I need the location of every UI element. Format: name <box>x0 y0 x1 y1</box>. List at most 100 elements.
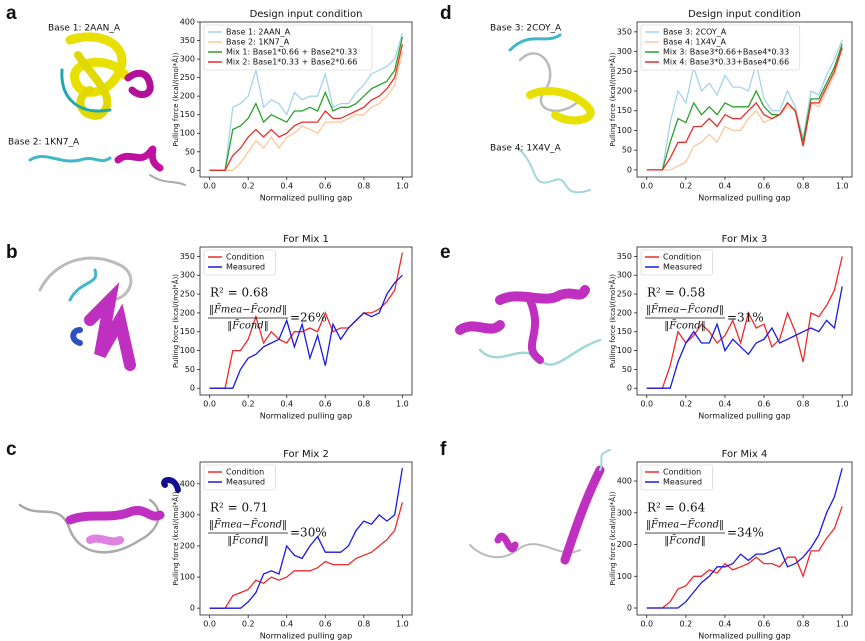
r-squared: R² = 0.64 <box>647 501 706 515</box>
y-tick-label: 150 <box>180 110 195 119</box>
series-line <box>646 256 843 389</box>
x-tick-label: 0.8 <box>797 182 810 191</box>
x-tick-label: 0.0 <box>640 620 653 629</box>
y-tick-label: 50 <box>185 147 195 156</box>
x-tick-label: 0.0 <box>203 620 216 629</box>
ratio-value: =26% <box>290 311 327 325</box>
series-line <box>646 286 843 389</box>
x-axis-label: Normalized pulling gap <box>698 412 790 421</box>
y-tick-label: 300 <box>180 271 195 280</box>
series-line <box>209 468 404 609</box>
legend-label: Mix 4: Base3*0.33+Base4*0.66 <box>663 58 789 67</box>
legend-label: Condition <box>226 253 264 262</box>
legend-label: Base 4: 1X4V_A <box>663 38 726 47</box>
y-tick-label: 100 <box>617 572 632 581</box>
x-tick-label: 1.0 <box>396 182 409 191</box>
legend-label: Measured <box>663 263 702 272</box>
x-tick-label: 0.4 <box>719 182 732 191</box>
plot-frame <box>199 461 413 616</box>
series-line <box>646 506 843 609</box>
ratio-denominator: ‖F̃cond‖ <box>227 320 268 332</box>
panel-label: b <box>6 242 18 263</box>
y-tick-label: 300 <box>617 47 632 56</box>
legend-label: Condition <box>226 468 264 477</box>
x-tick-label: 0.4 <box>280 620 293 629</box>
ratio-denominator: ‖F̃cond‖ <box>664 535 705 547</box>
x-tick-label: 0.0 <box>203 182 216 191</box>
legend-box <box>203 24 373 71</box>
ratio-numerator: ‖F̃mea−F̃cond‖ <box>209 304 287 316</box>
x-axis-label: Normalized pulling gap <box>698 632 790 641</box>
ratio-numerator: ‖F̃mea−F̃cond‖ <box>209 519 287 531</box>
legend-label: Measured <box>226 478 265 487</box>
y-axis-label: Pulling force (kcal/(mol*Å)) <box>608 491 617 585</box>
y-tick-label: 400 <box>180 18 195 27</box>
series-line <box>646 43 843 171</box>
y-tick-label: 0 <box>190 166 195 175</box>
x-tick-label: 0.2 <box>679 400 692 409</box>
x-tick-label: 0.6 <box>319 620 332 629</box>
panel-label: d <box>440 3 452 24</box>
series-line <box>209 252 404 389</box>
panel-label: a <box>6 3 17 24</box>
chart-title: For Mix 3 <box>722 234 768 245</box>
chart-title: Design input condition <box>688 9 801 20</box>
y-tick-label: 350 <box>617 252 632 261</box>
x-tick-label: 0.6 <box>758 620 771 629</box>
ratio-value: =30% <box>290 526 327 540</box>
y-tick-label: 300 <box>180 510 195 519</box>
legend-label: Mix 3: Base3*0.66+Base4*0.33 <box>663 48 789 57</box>
x-tick-label: 0.0 <box>640 182 653 191</box>
x-tick-label: 0.6 <box>319 400 332 409</box>
ratio-denominator: ‖F̃cond‖ <box>227 535 268 547</box>
x-tick-label: 0.0 <box>203 400 216 409</box>
x-tick-label: 0.8 <box>357 620 370 629</box>
panel-label: e <box>440 242 451 263</box>
y-tick-label: 200 <box>180 541 195 550</box>
y-tick-label: 200 <box>180 92 195 101</box>
chart-title: For Mix 2 <box>283 449 329 460</box>
y-tick-label: 250 <box>617 67 632 76</box>
plot-frame <box>636 461 853 616</box>
y-tick-label: 350 <box>180 36 195 45</box>
panel-label: f <box>440 439 447 460</box>
x-tick-label: 1.0 <box>836 182 849 191</box>
y-tick-label: 250 <box>617 290 632 299</box>
y-tick-label: 100 <box>180 129 195 138</box>
legend-label: Mix 1: Base1*0.66 + Base2*0.33 <box>226 48 357 57</box>
protein-structure <box>18 32 611 565</box>
panel-label: c <box>6 439 17 460</box>
y-tick-label: 0 <box>627 384 632 393</box>
series-line <box>646 468 843 609</box>
chart-title: Design input condition <box>250 9 363 20</box>
legend-label: Condition <box>663 468 701 477</box>
structure-label: Base 4: 1X4V_A <box>490 144 562 154</box>
x-tick-label: 0.8 <box>797 400 810 409</box>
y-axis-label: Pulling force (kcal/(mol*Å)) <box>608 274 617 368</box>
series-line <box>209 32 404 171</box>
ratio-denominator: ‖F̃cond‖ <box>664 320 705 332</box>
x-tick-label: 0.4 <box>719 620 732 629</box>
ratio-value: =34% <box>727 526 764 540</box>
series-line <box>209 274 403 389</box>
x-tick-label: 1.0 <box>396 620 409 629</box>
ratio-numerator: ‖F̃mea−F̃cond‖ <box>646 519 724 531</box>
chart-title: For Mix 1 <box>283 234 329 245</box>
series-line <box>209 502 404 609</box>
y-tick-label: 250 <box>180 73 195 82</box>
ratio-value: =31% <box>727 311 764 325</box>
y-tick-label: 150 <box>617 327 632 336</box>
x-tick-label: 1.0 <box>836 620 849 629</box>
plot-frame <box>636 246 853 396</box>
y-tick-label: 400 <box>180 479 195 488</box>
x-tick-label: 0.4 <box>280 182 293 191</box>
plot-frame <box>199 246 413 396</box>
x-tick-label: 0.2 <box>679 620 692 629</box>
series-line <box>646 47 843 171</box>
r-squared: R² = 0.58 <box>647 286 705 300</box>
y-tick-label: 150 <box>617 106 632 115</box>
y-tick-label: 200 <box>617 540 632 549</box>
